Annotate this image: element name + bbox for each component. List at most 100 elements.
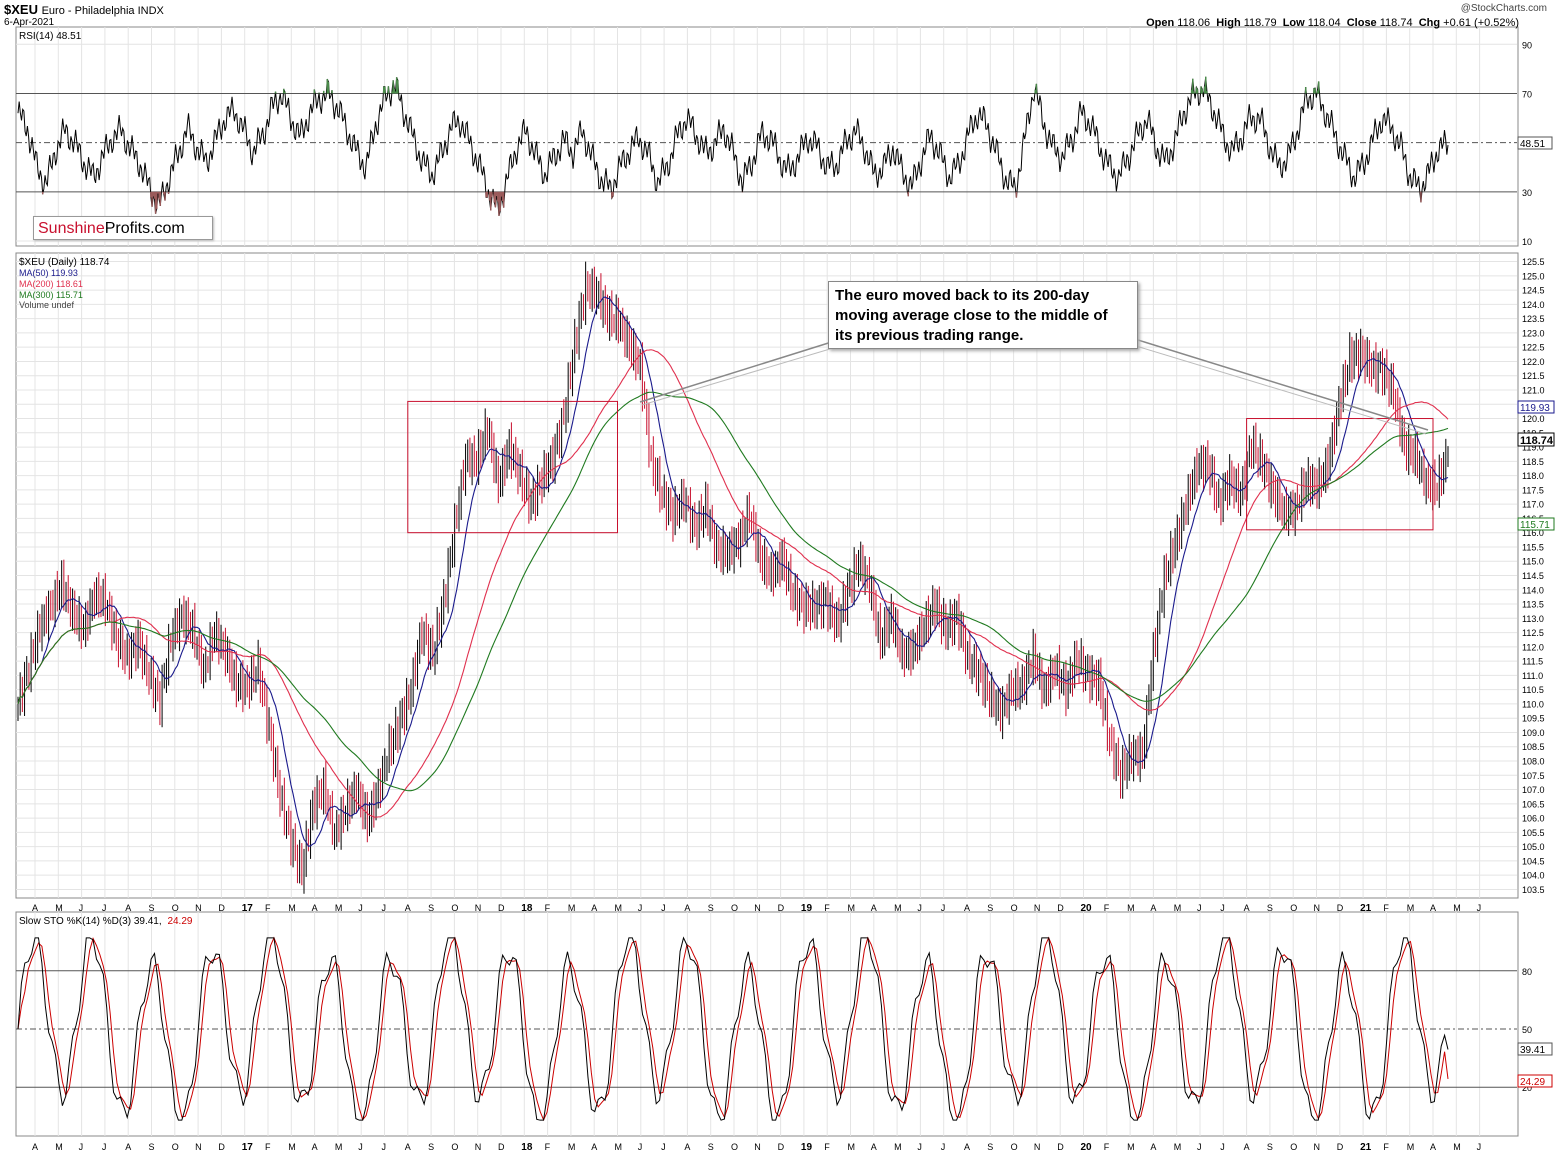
x-tick-label: 17 xyxy=(242,1142,254,1153)
price-tick-label: 105.5 xyxy=(1522,828,1545,838)
change-label: Chg xyxy=(1418,17,1441,29)
callout-line-right xyxy=(1137,339,1429,431)
x-tick-label: J xyxy=(638,903,643,913)
x-tick-label: J xyxy=(1220,1142,1225,1152)
price-tick-label: 125.0 xyxy=(1522,271,1545,281)
ma50-tag-box xyxy=(1517,400,1555,414)
x-tick-label: O xyxy=(172,1142,179,1152)
price-tick-label: 104.5 xyxy=(1522,856,1545,866)
x-tick-label: A xyxy=(125,903,131,913)
price-legend: $XEU (Daily) 118.74 MA(50) 119.93 MA(200… xyxy=(19,257,110,310)
x-tick-label: A xyxy=(1430,1142,1436,1152)
ma300-tag-box xyxy=(1517,517,1555,531)
x-tick-label: O xyxy=(1290,903,1297,913)
x-tick-label: O xyxy=(1290,1142,1297,1152)
price-tick-label: 124.5 xyxy=(1522,286,1545,296)
x-tick-label: 21 xyxy=(1360,903,1372,914)
x-tick-label: N xyxy=(195,903,202,913)
price-plot xyxy=(17,261,1449,894)
x-tick-label: S xyxy=(149,1142,155,1152)
ohlc-readout: Open 118.06 High 118.79 Low 118.04 Close… xyxy=(1146,17,1519,29)
x-tick-label: A xyxy=(1244,903,1250,913)
sto-title: Slow STO %K(14) %D(3) 39.41, 24.29 xyxy=(19,916,193,927)
x-tick-label: M xyxy=(848,1142,856,1152)
annotation-callout: The euro moved back to its 200-day movin… xyxy=(828,281,1138,349)
high-label: High xyxy=(1216,17,1241,29)
x-tick-label: J xyxy=(638,1142,643,1152)
sto-d-tag: 24.29 xyxy=(1520,1077,1545,1088)
x-tick-label: A xyxy=(125,1142,131,1152)
x-tick-label: J xyxy=(661,903,666,913)
x-tick-label: M xyxy=(568,1142,576,1152)
x-tick-label: O xyxy=(731,1142,738,1152)
x-tick-label: S xyxy=(149,903,155,913)
x-tick-label: D xyxy=(778,1142,785,1152)
price-tick-label: 113.0 xyxy=(1522,614,1544,624)
price-tick-label: 112.0 xyxy=(1522,642,1544,652)
price-tick-label: 116.0 xyxy=(1522,528,1544,538)
x-tick-label: O xyxy=(172,903,179,913)
x-tick-label: D xyxy=(498,1142,505,1152)
rsi-tag: 48.51 xyxy=(1520,139,1545,150)
x-tick-label: O xyxy=(1011,903,1018,913)
x-tick-label: N xyxy=(475,903,482,913)
x-tick-label: M xyxy=(55,1142,63,1152)
logo-part-2: Profits.com xyxy=(104,220,185,237)
x-tick-label: A xyxy=(684,903,690,913)
price-tick-label: 109.5 xyxy=(1522,714,1545,724)
price-tick-label: 115.5 xyxy=(1522,542,1544,552)
x-tick-label: J xyxy=(1197,1142,1202,1152)
x-tick-label: J xyxy=(661,1142,666,1152)
x-tick-label: N xyxy=(1314,1142,1321,1152)
rsi-tick-label: 30 xyxy=(1522,188,1532,198)
x-tick-label: 21 xyxy=(1360,1142,1372,1153)
x-tick-label: J xyxy=(382,903,387,913)
x-tick-label: F xyxy=(1383,903,1389,913)
price-tick-label: 106.0 xyxy=(1522,814,1545,824)
change-value: +0.61 (+0.52%) xyxy=(1443,17,1519,29)
logo-part-1: Sunshine xyxy=(38,220,105,237)
x-tick-label: D xyxy=(218,1142,225,1152)
rsi-tick-label: 90 xyxy=(1522,40,1532,50)
legend-volume: Volume undef xyxy=(19,300,75,310)
x-tick-label: A xyxy=(32,903,38,913)
symbol-title: $XEU Euro - Philadelphia INDX xyxy=(4,2,164,17)
price-tick-label: 117.0 xyxy=(1522,500,1544,510)
price-tick-label: 110.5 xyxy=(1522,685,1544,695)
x-tick-label: D xyxy=(1337,903,1344,913)
sunshine-profits-logo: SunshineProfits.com xyxy=(33,216,213,240)
x-tick-label: M xyxy=(1453,1142,1461,1152)
x-tick-label: O xyxy=(451,903,458,913)
price-tick-label: 122.0 xyxy=(1522,357,1545,367)
rsi-tick-label: 70 xyxy=(1522,89,1532,99)
x-tick-label: M xyxy=(615,1142,623,1152)
x-tick-label: A xyxy=(591,903,597,913)
x-tick-label: S xyxy=(428,1142,434,1152)
x-tick-label: N xyxy=(1034,903,1041,913)
x-tick-label: D xyxy=(1057,1142,1064,1152)
callout-line-left-2 xyxy=(641,345,841,406)
x-tick-label: A xyxy=(32,1142,38,1152)
x-tick-label: M xyxy=(894,903,902,913)
x-tick-label: A xyxy=(964,1142,970,1152)
x-tick-label: N xyxy=(1314,903,1321,913)
sto-d-tag-box xyxy=(1517,1074,1553,1088)
low-label: Low xyxy=(1282,17,1305,29)
price-tick-label: 123.5 xyxy=(1522,314,1545,324)
x-tick-label: J xyxy=(102,1142,107,1152)
sto-tick-label: 50 xyxy=(1522,1025,1532,1035)
price-tick-label: 104.0 xyxy=(1522,871,1545,881)
price-tick-label: 118.0 xyxy=(1522,471,1544,481)
x-tick-label: M xyxy=(55,903,63,913)
x-tick-label: A xyxy=(312,1142,318,1152)
x-tick-label: A xyxy=(871,1142,877,1152)
price-tick-label: 107.0 xyxy=(1522,785,1545,795)
price-tick-label: 111.5 xyxy=(1522,657,1543,667)
x-tick-label: S xyxy=(428,903,434,913)
legend-ma200: MA(200) 118.61 xyxy=(19,279,83,289)
close-label: Close xyxy=(1346,17,1377,29)
open-value: 118.06 xyxy=(1177,17,1211,29)
x-tick-label: S xyxy=(708,1142,714,1152)
x-tick-label: S xyxy=(987,1142,993,1152)
ma50-tag: 119.93 xyxy=(1520,403,1550,414)
